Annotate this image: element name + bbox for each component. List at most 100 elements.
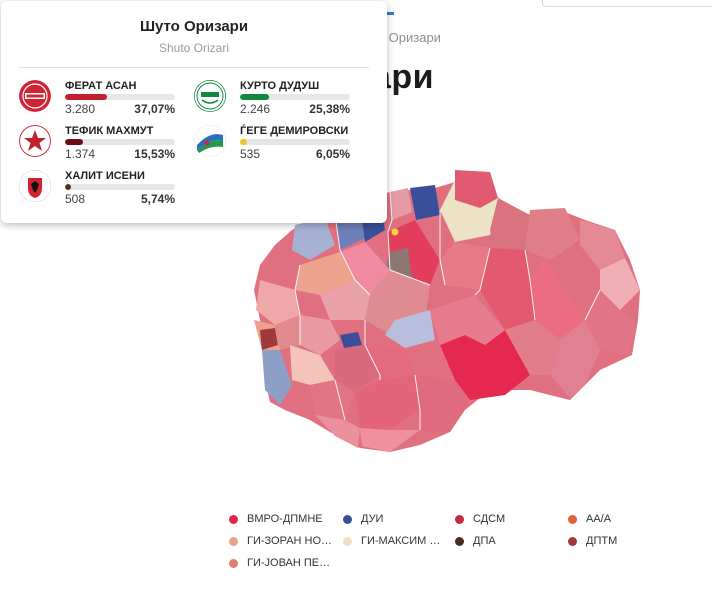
- legend-item-dui[interactable]: ДУИ: [343, 513, 383, 525]
- legend-item-aa-a[interactable]: АА/А: [568, 513, 611, 525]
- candidate-name: ФЕРАТ АСАН: [65, 80, 137, 92]
- map-region: [525, 208, 580, 260]
- municipality-tooltip: Шуто Оризари Shuto Orizari ФЕРАТ АСАН 3.…: [1, 1, 387, 223]
- map-region: [320, 280, 370, 320]
- tooltip-title: Шуто Оризари: [139, 18, 249, 35]
- legend-item-dptm[interactable]: ДПТМ: [568, 535, 617, 547]
- star-party-logo-icon: [19, 125, 51, 157]
- legend-dot-icon: [343, 514, 352, 524]
- legend-dot-icon: [568, 514, 577, 524]
- legend-label: ГИ-ЈОВАН ПЕ…: [247, 557, 331, 569]
- legend-label: АА/А: [586, 513, 612, 525]
- candidate-votes: 2.246: [240, 102, 271, 116]
- candidate-name: ТЕФИК МАХМУТ: [65, 125, 154, 137]
- vote-share-bar: [65, 139, 175, 145]
- legend-label: ДУИ: [361, 513, 384, 525]
- tooltip-subtitle: Shuto Orizari: [158, 41, 230, 55]
- candidate-percent: 37,07%: [134, 102, 175, 116]
- map-region: [385, 310, 435, 348]
- candidate-result: ЃЕГЕ ДЕМИРОВСКИ 535 6,05%: [194, 125, 354, 165]
- vote-share-fill: [240, 94, 269, 100]
- legend-label: ВМРО-ДПМНЕ: [247, 513, 323, 525]
- candidate-result: КУРТО ДУДУШ 2.246 25,38%: [194, 80, 354, 120]
- candidate-votes: 3.280: [65, 102, 96, 116]
- legend-dot-icon: [455, 536, 464, 546]
- legend-item-gi-maksim[interactable]: ГИ-МАКСИМ …: [343, 535, 440, 547]
- legend-dot-icon: [343, 536, 352, 546]
- vote-share-bar: [240, 94, 350, 100]
- legend-label: СДСМ: [473, 513, 506, 525]
- map-region: [340, 242, 390, 295]
- map-region: [295, 252, 355, 295]
- map-region: [530, 260, 585, 340]
- candidate-result: ФЕРАТ АСАН 3.280 37,07%: [19, 80, 179, 120]
- vote-share-bar: [65, 94, 175, 100]
- tooltip-divider: [19, 67, 369, 68]
- legend-label: ДПА: [473, 535, 496, 547]
- map-region: [580, 220, 625, 270]
- map-region: [310, 380, 355, 420]
- map-region: [600, 258, 640, 310]
- legend-item-gi-jovan[interactable]: ГИ-ЈОВАН ПЕ…: [229, 557, 330, 569]
- map-region: [505, 320, 560, 375]
- candidate-name: ЃЕГЕ ДЕМИРОВСКИ: [240, 125, 349, 137]
- map-region: [585, 290, 635, 355]
- legend-item-vmro-dpmne[interactable]: ВМРО-ДПМНЕ: [229, 513, 323, 525]
- vote-share-fill: [65, 94, 107, 100]
- candidate-votes: 508: [65, 192, 86, 206]
- candidate-percent: 6,05%: [315, 147, 350, 161]
- vote-share-fill: [65, 184, 72, 190]
- municipality-map[interactable]: [240, 170, 650, 460]
- map-region: [490, 198, 530, 250]
- breadcrumb: то Оризари: [372, 30, 441, 45]
- legend-dot-icon: [229, 558, 238, 568]
- roma-party-logo-icon: [194, 80, 226, 112]
- legend-dot-icon: [568, 536, 577, 546]
- map-region: [440, 242, 490, 290]
- candidate-name: КУРТО ДУДУШ: [240, 80, 320, 92]
- map-region: [260, 328, 278, 350]
- candidate-result: ТЕФИК МАХМУТ 1.374 15,53%: [19, 125, 179, 165]
- map-region: [355, 375, 420, 430]
- candidate-percent: 15,53%: [134, 147, 175, 161]
- legend-item-sdsm[interactable]: СДСМ: [455, 513, 505, 525]
- candidate-result: ХАЛИТ ИСЕНИ 508 5,74%: [19, 170, 179, 210]
- vote-share-bar: [65, 184, 175, 190]
- map-region: [262, 350, 292, 405]
- map-region: [430, 295, 505, 345]
- vote-share-bar: [240, 139, 350, 145]
- map-region: [455, 170, 498, 208]
- map-region: [365, 345, 415, 380]
- sdsm-logo-icon: [19, 80, 51, 112]
- map-region: [292, 218, 335, 260]
- map-region: [256, 280, 300, 325]
- legend-item-gi-zoran[interactable]: ГИ-ЗОРАН НО…: [229, 535, 332, 547]
- legend-item-dpa[interactable]: ДПА: [455, 535, 496, 547]
- eagle-party-logo-icon: [19, 170, 51, 202]
- top-search-field[interactable]: [542, 0, 712, 7]
- candidate-percent: 25,38%: [309, 102, 350, 116]
- vote-share-fill: [240, 139, 247, 145]
- legend-label: ГИ-ЗОРАН НО…: [247, 535, 333, 547]
- candidate-votes: 1.374: [65, 147, 96, 161]
- map-region: [440, 330, 530, 400]
- legend-dot-icon: [229, 514, 238, 524]
- map-region: [300, 315, 340, 355]
- candidate-percent: 5,74%: [140, 192, 175, 206]
- map-region: [275, 315, 300, 350]
- legend-label: ДПТМ: [586, 535, 618, 547]
- vote-share-fill: [65, 139, 83, 145]
- map-region: [290, 345, 335, 385]
- map-region: [390, 188, 412, 220]
- legend-dot-icon: [455, 514, 464, 524]
- candidate-name: ХАЛИТ ИСЕНИ: [65, 170, 145, 182]
- map-region: [360, 428, 420, 452]
- map-region: [550, 320, 600, 398]
- candidate-votes: 535: [240, 147, 261, 161]
- map-region: [410, 185, 440, 220]
- legend-label: ГИ-МАКСИМ …: [361, 535, 441, 547]
- map-region: [480, 248, 535, 330]
- map-region: [415, 375, 470, 432]
- map-marker: [391, 228, 399, 236]
- map-region: [340, 332, 362, 348]
